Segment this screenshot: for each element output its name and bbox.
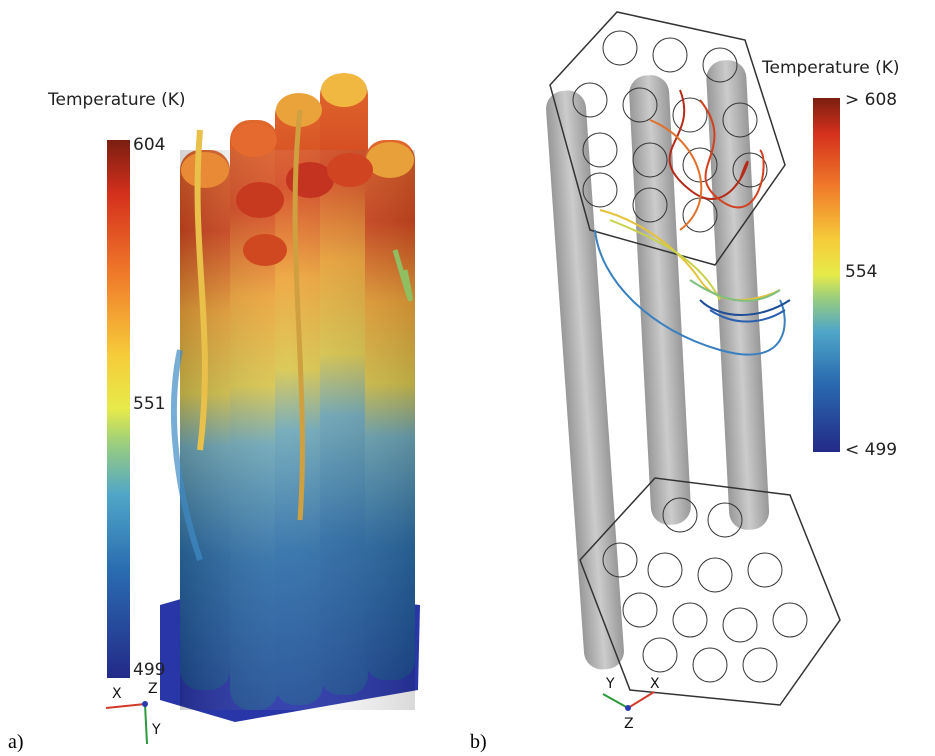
colorbar-label: 604 <box>133 135 165 155</box>
streamlines <box>595 90 790 355</box>
axis-label: Y <box>605 676 615 692</box>
axis-label: X <box>112 686 122 702</box>
panel-b: Temperature (K) > 608 554 < 499 Y X Z b) <box>470 12 900 753</box>
axis-label: Z <box>148 681 158 697</box>
panel-label: b) <box>470 731 487 753</box>
colorbar-label: 551 <box>133 394 165 414</box>
colorbar-label: < 499 <box>845 440 897 460</box>
colorbar-label: > 608 <box>845 90 897 110</box>
panel-label: a) <box>8 731 24 753</box>
axis-label: X <box>650 676 660 692</box>
axis-triad: X Z Y <box>106 681 161 744</box>
colorbar-label: 499 <box>133 660 165 680</box>
panel-a: Temperature (K) 604 551 499 X Z Y a) <box>8 73 420 753</box>
axis-label: Y <box>151 722 161 738</box>
colorbar-label: 554 <box>845 262 877 282</box>
gray-rods <box>545 59 770 670</box>
axis-triad: Y X Z <box>603 676 660 732</box>
rod-bundle <box>174 73 415 710</box>
legend-title: Temperature (K) <box>761 58 900 78</box>
figure: Temperature (K) 604 551 499 X Z Y a) Tem… <box>0 0 935 756</box>
axis-label: Z <box>624 716 634 732</box>
colorbar <box>107 140 130 678</box>
legend-title: Temperature (K) <box>47 90 186 110</box>
colorbar <box>813 98 840 452</box>
